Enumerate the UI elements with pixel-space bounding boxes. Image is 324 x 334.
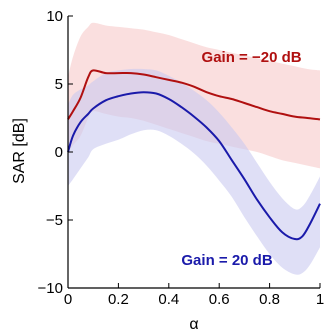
x-tick-label: 1 (316, 291, 324, 308)
annotation-0: Gain = −20 dB (202, 49, 302, 66)
x-tick-label: 0 (64, 291, 72, 308)
x-tick-label: 0.2 (108, 291, 129, 308)
annotations: Gain = −20 dB Gain = 20 dB (181, 49, 301, 269)
x-tick-label: 0.4 (158, 291, 179, 308)
x-axis-label: α (189, 316, 198, 333)
y-tick-label: −5 (46, 212, 63, 229)
series-line-0 (67, 69, 321, 121)
ticks: −10 −5 0 5 10 0 0.2 0.4 0.6 0.8 1 (38, 8, 324, 308)
confidence-band-1 (68, 68, 320, 275)
y-tick-label: 0 (55, 144, 63, 161)
y-axis-label: SAR [dB] (11, 118, 28, 184)
confidence-bands (68, 22, 320, 275)
x-tick-label: 0.8 (259, 291, 280, 308)
series-lines (67, 69, 321, 241)
x-tick-label: 0.6 (209, 291, 230, 308)
y-tick-label: −10 (38, 280, 63, 297)
y-tick-label: 5 (55, 76, 63, 93)
series-line-1 (67, 91, 321, 241)
annotation-1: Gain = 20 dB (181, 252, 272, 269)
y-tick-label: 10 (46, 8, 63, 25)
